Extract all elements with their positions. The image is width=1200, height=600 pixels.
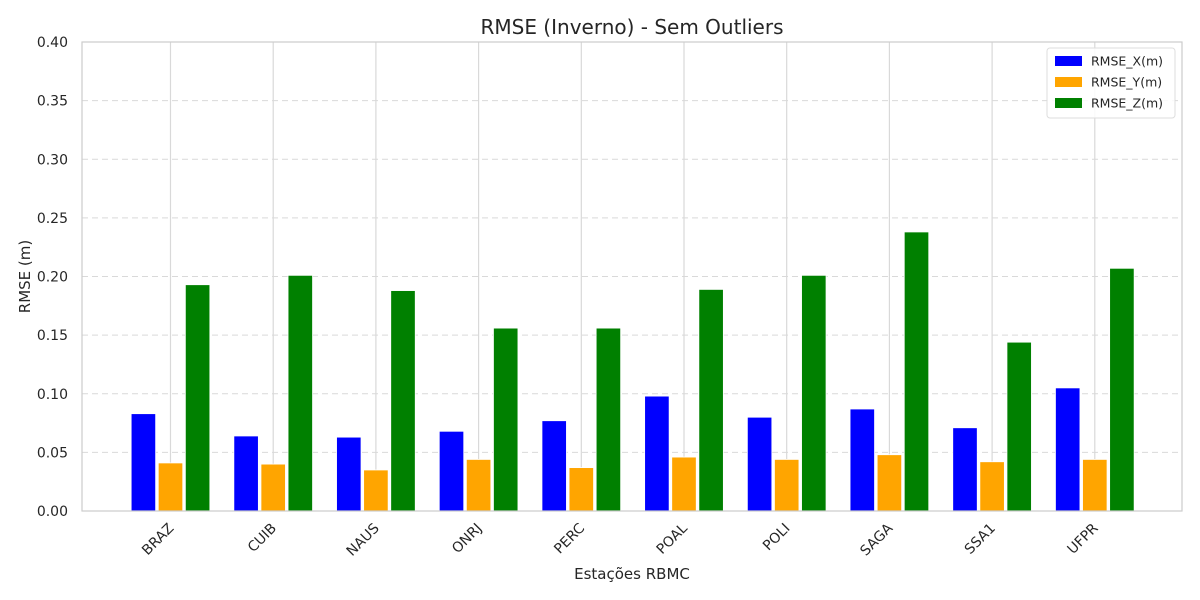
bar-rmse-y-m--naus bbox=[363, 469, 389, 512]
y-tick-label: 0.15 bbox=[37, 328, 68, 344]
legend-label: RMSE_Z(m) bbox=[1091, 96, 1163, 111]
x-axis-label: Estações RBMC bbox=[574, 565, 690, 583]
x-axis-ticks: BRAZ CUIB NAUS ONRJ PERC POAL POLI SAGA SSA1 UFPR bbox=[139, 520, 1102, 559]
legend-label: RMSE_Y(m) bbox=[1091, 75, 1162, 90]
y-tick-label: 0.05 bbox=[37, 445, 68, 461]
y-tick-label: 0.00 bbox=[37, 504, 68, 520]
bar-rmse-y-m--onrj bbox=[465, 459, 492, 512]
bar-rmse-z-m--poal bbox=[698, 288, 724, 512]
plot-frame bbox=[81, 41, 1183, 512]
bar-rmse-y-m--perc bbox=[568, 467, 594, 512]
legend-swatch bbox=[1055, 98, 1082, 108]
bar-rmse-x-m--onrj bbox=[438, 430, 465, 512]
y-axis-ticks: 0.00 0.05 0.10 0.15 0.20 0.25 0.30 0.35 0.40 bbox=[37, 35, 68, 520]
bar-rmse-z-m--naus bbox=[390, 290, 416, 512]
x-tick-label: ONRJ bbox=[449, 521, 485, 557]
x-tick-label: SAGA bbox=[857, 520, 896, 559]
x-tick-label: UFPR bbox=[1065, 520, 1102, 557]
y-tick-label: 0.20 bbox=[37, 270, 68, 286]
bar-rmse-x-m--cuib bbox=[233, 435, 259, 512]
bar-rmse-z-m--cuib bbox=[287, 274, 313, 512]
x-tick-label: BRAZ bbox=[139, 521, 177, 559]
bar-rmse-z-m--onrj bbox=[493, 327, 519, 512]
x-tick-label: CUIB bbox=[245, 521, 280, 556]
chart-title: RMSE (Inverno) - Sem Outliers bbox=[480, 15, 783, 39]
bar-rmse-y-m--poal bbox=[671, 456, 697, 512]
y-axis-label: RMSE (m) bbox=[16, 240, 34, 313]
grid bbox=[82, 42, 1182, 511]
bar-rmse-z-m--ufpr bbox=[1109, 267, 1135, 512]
legend: RMSE_X(m) RMSE_Y(m) RMSE_Z(m) bbox=[1046, 47, 1176, 119]
bars bbox=[130, 231, 1135, 512]
y-tick-label: 0.25 bbox=[37, 211, 68, 227]
legend-swatch bbox=[1055, 56, 1082, 66]
bar-rmse-y-m--saga bbox=[876, 454, 903, 512]
bar-rmse-x-m--ufpr bbox=[1055, 387, 1081, 512]
bar-rmse-x-m--saga bbox=[849, 408, 875, 512]
bar-rmse-x-m--naus bbox=[336, 436, 362, 512]
x-tick-label: POLI bbox=[760, 521, 794, 555]
y-tick-label: 0.35 bbox=[37, 94, 68, 110]
y-tick-label: 0.30 bbox=[37, 152, 68, 168]
x-tick-label: PERC bbox=[551, 520, 588, 557]
bar-rmse-z-m--ssa1 bbox=[1006, 341, 1032, 512]
bar-rmse-x-m--braz bbox=[130, 413, 157, 512]
x-tick-label: POAL bbox=[654, 520, 691, 557]
legend-label: RMSE_X(m) bbox=[1091, 54, 1163, 69]
bar-rmse-z-m--poli bbox=[801, 274, 827, 512]
bar-rmse-z-m--perc bbox=[595, 327, 622, 512]
bar-rmse-x-m--poli bbox=[746, 416, 773, 512]
x-tick-label: NAUS bbox=[344, 520, 383, 559]
y-tick-label: 0.40 bbox=[37, 35, 68, 51]
bar-rmse-x-m--poal bbox=[644, 395, 670, 512]
bar-rmse-z-m--braz bbox=[184, 284, 211, 512]
x-tick-label: SSA1 bbox=[962, 521, 999, 558]
legend-swatch bbox=[1055, 77, 1082, 87]
bar-rmse-y-m--ssa1 bbox=[979, 461, 1005, 512]
bar-rmse-x-m--perc bbox=[541, 420, 567, 512]
bar-rmse-y-m--poli bbox=[774, 459, 800, 512]
bar-rmse-x-m--ssa1 bbox=[952, 427, 978, 512]
bar-rmse-y-m--ufpr bbox=[1082, 459, 1108, 512]
y-tick-label: 0.10 bbox=[37, 387, 68, 403]
bar-rmse-y-m--cuib bbox=[260, 463, 286, 512]
bar-rmse-y-m--braz bbox=[157, 462, 184, 512]
bar-rmse-z-m--saga bbox=[903, 231, 930, 512]
